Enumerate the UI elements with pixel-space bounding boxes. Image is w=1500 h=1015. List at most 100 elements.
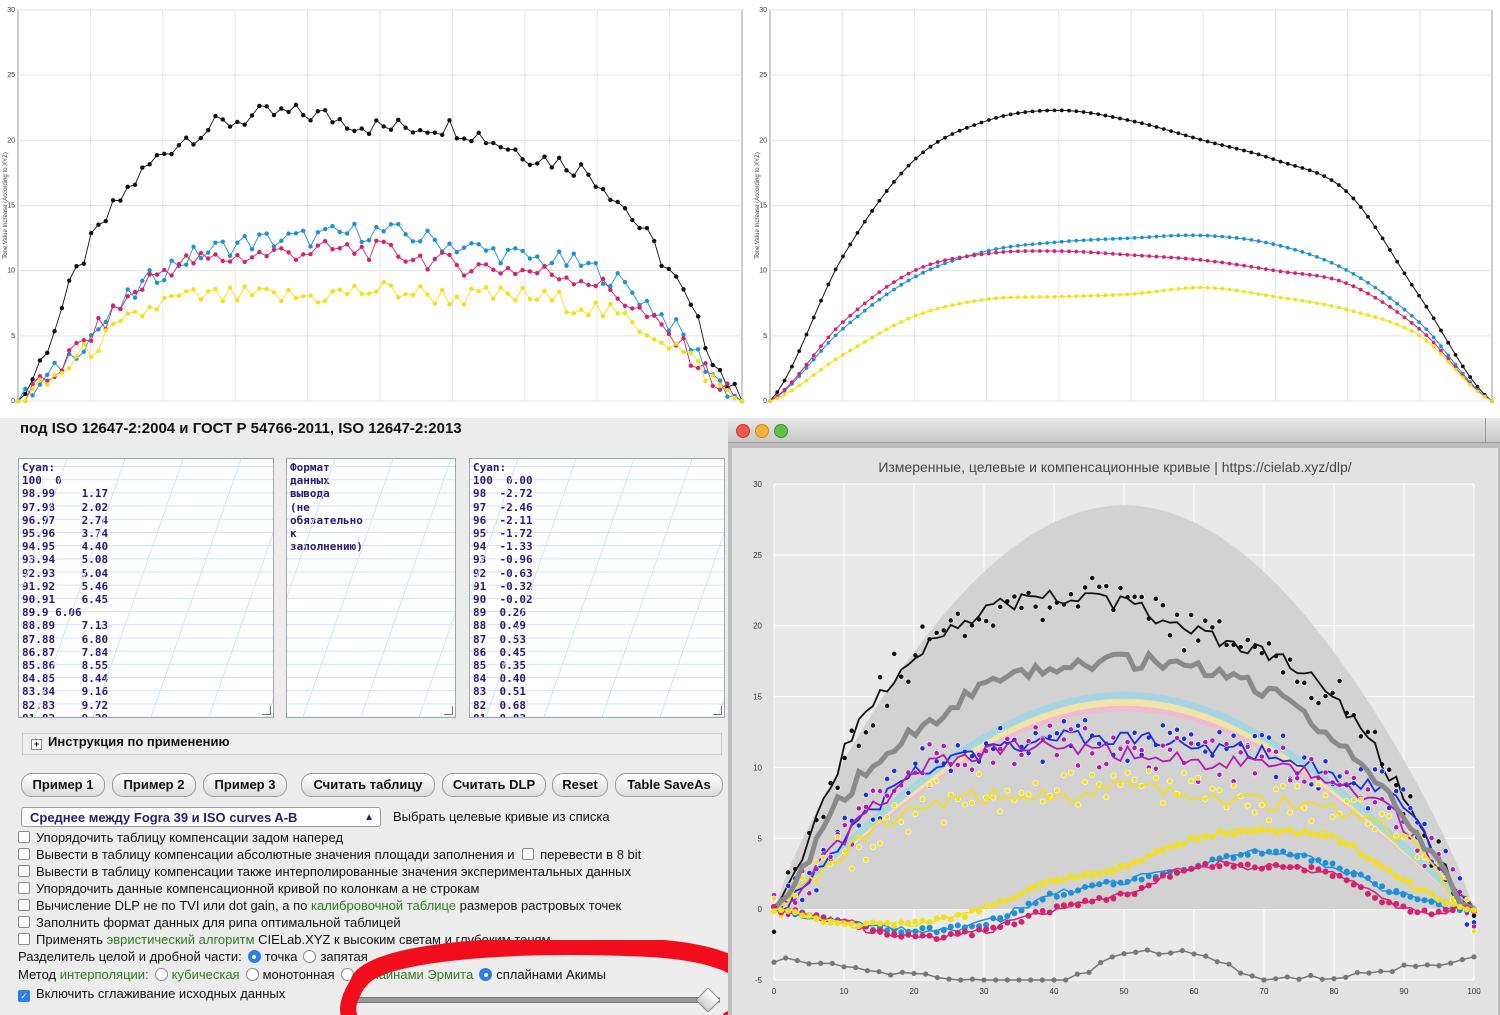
- data-point-cyan: [717, 378, 723, 383]
- data-point-cyan: [673, 317, 679, 322]
- y-tick-label: -5: [755, 976, 763, 985]
- data-point-black: [600, 186, 606, 192]
- data-point-black: [884, 703, 891, 709]
- checkbox[interactable]: [18, 899, 30, 911]
- chart-window: Измеренные, целевые и компенсационные кр…: [728, 418, 1500, 1015]
- data-point-black: [213, 113, 218, 119]
- data-point-purple: [1117, 745, 1124, 752]
- example-1-button[interactable]: Пример 1: [21, 773, 105, 797]
- data-point-yellow: [59, 370, 65, 376]
- radio-akima[interactable]: [479, 968, 493, 981]
- data-point-black-comp: [958, 977, 964, 983]
- data-point-black: [898, 673, 905, 680]
- option-reverse-order[interactable]: Упорядочить таблицу компенсации задом на…: [18, 829, 343, 846]
- option-dlp-calibration[interactable]: Вычисление DLP не по TVI или dot gain, а…: [18, 897, 621, 914]
- window-resize-handle[interactable]: [1485, 418, 1500, 442]
- data-point-cyan: [870, 303, 875, 307]
- data-point-purple: [884, 792, 891, 799]
- data-point-black: [1266, 640, 1272, 647]
- data-point-magenta: [1039, 907, 1046, 914]
- data-point-black: [1453, 352, 1458, 357]
- option-absolute-values[interactable]: Вывести в таблицу компенсации абсолютные…: [18, 846, 641, 863]
- data-point-yellow: [1280, 783, 1286, 789]
- output-format-textarea[interactable]: Формат данных вывода (не обязательно к з…: [286, 458, 456, 718]
- data-point-purple: [1004, 736, 1011, 742]
- checkbox[interactable]: [18, 865, 30, 877]
- resize-grip[interactable]: [262, 706, 271, 715]
- compensation-textarea[interactable]: Cyan: 100 0.00 98 -2.72 97 -2.46 96 -2.1…: [469, 458, 725, 718]
- data-point-black: [673, 274, 679, 279]
- radio-point[interactable]: [247, 950, 261, 963]
- data-point-black: [644, 225, 650, 231]
- data-point-magenta: [513, 271, 518, 277]
- measured-data-textarea[interactable]: Cyan: 100 0 98.99 1.17 97.98 2.02 96.97 …: [18, 458, 274, 718]
- close-icon[interactable]: [736, 424, 750, 438]
- data-point-cyan: [1380, 290, 1385, 295]
- checkbox[interactable]: [18, 848, 30, 860]
- read-table-button[interactable]: Считать таблицу: [301, 773, 435, 797]
- data-point-yellow: [1322, 792, 1329, 799]
- radio-comma[interactable]: [303, 950, 317, 963]
- data-point-black: [983, 618, 990, 624]
- minimize-icon[interactable]: [755, 424, 769, 438]
- data-point-yellow: [403, 292, 408, 297]
- data-point-cyan: [1067, 239, 1071, 244]
- option-smoothing[interactable]: ✓ Включить сглаживание исходных данных: [18, 985, 285, 1002]
- data-point-black: [1380, 236, 1385, 241]
- resize-grip[interactable]: [713, 706, 722, 715]
- data-point-blue: [1464, 921, 1470, 928]
- data-point-black: [1293, 163, 1297, 168]
- data-point-cyan: [1308, 857, 1315, 864]
- data-point-black: [586, 172, 591, 177]
- reset-button[interactable]: Reset: [552, 773, 608, 797]
- data-point-yellow: [1273, 786, 1279, 793]
- table-saveas-button[interactable]: Table SaveAs: [615, 773, 723, 797]
- checkbox-8bit[interactable]: [522, 848, 535, 860]
- data-point-magenta: [1081, 250, 1086, 254]
- data-point-magenta: [990, 924, 997, 931]
- data-point-cyan: [1110, 236, 1115, 241]
- radio-cubic[interactable]: [154, 968, 168, 981]
- data-point-yellow: [1025, 791, 1032, 798]
- checkbox[interactable]: [18, 831, 30, 843]
- data-point-cyan: [1008, 244, 1013, 249]
- heuristic-link[interactable]: эвристический алгоритм: [106, 932, 255, 947]
- option-interpolated[interactable]: Вывести в таблицу компенсации также инте…: [18, 863, 631, 880]
- data-point-yellow: [848, 348, 853, 353]
- instructions-toggle[interactable]: + Инструкция по применению: [22, 733, 722, 755]
- data-point-cyan: [1393, 887, 1400, 894]
- checkbox[interactable]: [18, 933, 30, 945]
- maximize-icon[interactable]: [774, 424, 788, 438]
- data-point-black: [1409, 282, 1414, 287]
- option-label: Вывести в таблицу компенсации также инте…: [36, 864, 632, 879]
- checkbox[interactable]: [18, 916, 30, 928]
- data-point-black: [337, 116, 342, 122]
- data-point-cyan: [330, 223, 335, 229]
- radio-label: сплайнами Акимы: [496, 967, 606, 982]
- data-point-black: [1308, 695, 1315, 701]
- data-point-cyan: [928, 267, 933, 272]
- option-by-columns[interactable]: Упорядочить данные компенсационной криво…: [18, 880, 479, 897]
- radio-monotone[interactable]: [245, 968, 259, 981]
- checkbox[interactable]: [18, 882, 30, 894]
- data-point-black-comp: [876, 969, 882, 975]
- data-point-cyan: [899, 282, 904, 287]
- calibration-table-link[interactable]: калибровочной таблице: [311, 898, 456, 913]
- data-point-purple: [1138, 747, 1145, 754]
- data-point-black: [1075, 603, 1081, 610]
- interpolation-link[interactable]: интерполяции:: [59, 967, 149, 982]
- example-3-button[interactable]: Пример 3: [203, 773, 287, 797]
- data-point-black: [990, 622, 997, 629]
- read-dlp-button[interactable]: Считать DLP: [442, 773, 546, 797]
- data-point-yellow: [1380, 317, 1385, 322]
- option-fill-rip[interactable]: Заполнить формат данных для рипа оптимал…: [18, 914, 401, 931]
- data-point-yellow: [23, 398, 28, 404]
- data-point-black: [608, 197, 613, 203]
- resize-grip[interactable]: [444, 706, 453, 715]
- data-point-magenta: [771, 903, 777, 910]
- data-point-cyan: [169, 258, 174, 263]
- target-curves-select[interactable]: Среднее между Fogra 39 и ISO curves A-B …: [21, 807, 381, 827]
- data-point-black: [1138, 594, 1145, 600]
- checkbox-checked[interactable]: ✓: [18, 990, 30, 1002]
- example-2-button[interactable]: Пример 2: [112, 773, 196, 797]
